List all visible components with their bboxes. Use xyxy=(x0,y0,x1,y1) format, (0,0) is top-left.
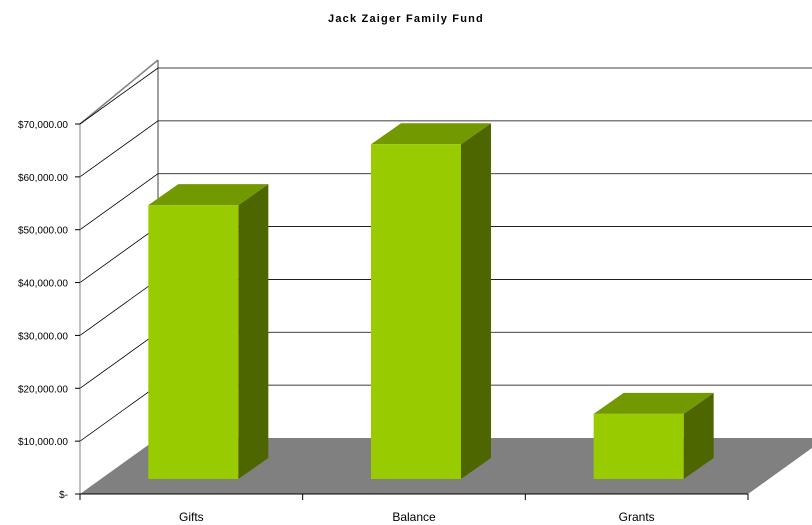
gridline-side xyxy=(79,279,159,336)
y-tick-label: $70,000.00 xyxy=(18,120,68,131)
bar-top xyxy=(593,392,714,414)
bar-front xyxy=(593,413,684,479)
bar-top xyxy=(148,184,269,206)
gridline-side xyxy=(79,120,159,178)
bar-front xyxy=(148,205,239,480)
gridline-side xyxy=(79,331,159,389)
chart-walls xyxy=(79,59,159,438)
gridline-side xyxy=(79,173,159,231)
bar-side xyxy=(683,392,714,479)
bar-side xyxy=(238,184,269,480)
y-tick-label: $10,000.00 xyxy=(18,437,68,448)
bars xyxy=(148,123,714,480)
gridline-side xyxy=(79,384,159,442)
chart-title: Jack Zaiger Family Fund xyxy=(328,13,484,25)
x-tick-label: Balance xyxy=(392,510,436,524)
x-axis: Gifts Balance Grants xyxy=(79,493,749,524)
y-tick-label: $20,000.00 xyxy=(18,384,68,395)
y-tick-label: $30,000.00 xyxy=(18,331,68,342)
bar-gifts xyxy=(148,184,269,480)
bar-balance xyxy=(371,123,491,480)
y-tick-label: $- xyxy=(59,490,68,501)
bar-top xyxy=(371,123,491,145)
y-tick-label: $40,000.00 xyxy=(18,279,68,290)
y-axis: $- $10,000.00 $20,000.00 $30,000.00 $40,000.… xyxy=(18,120,81,501)
x-tick-label: Grants xyxy=(619,510,655,524)
bar-grants xyxy=(593,392,714,479)
wall-top-edge xyxy=(79,59,159,125)
gridline-side xyxy=(79,226,159,283)
bar-side xyxy=(461,123,491,480)
x-tick-label: Gifts xyxy=(179,510,204,524)
gridline-side xyxy=(79,67,159,125)
y-tick-label: $50,000.00 xyxy=(18,226,68,237)
bar-front xyxy=(371,144,461,480)
y-tick-label: $60,000.00 xyxy=(18,173,68,184)
